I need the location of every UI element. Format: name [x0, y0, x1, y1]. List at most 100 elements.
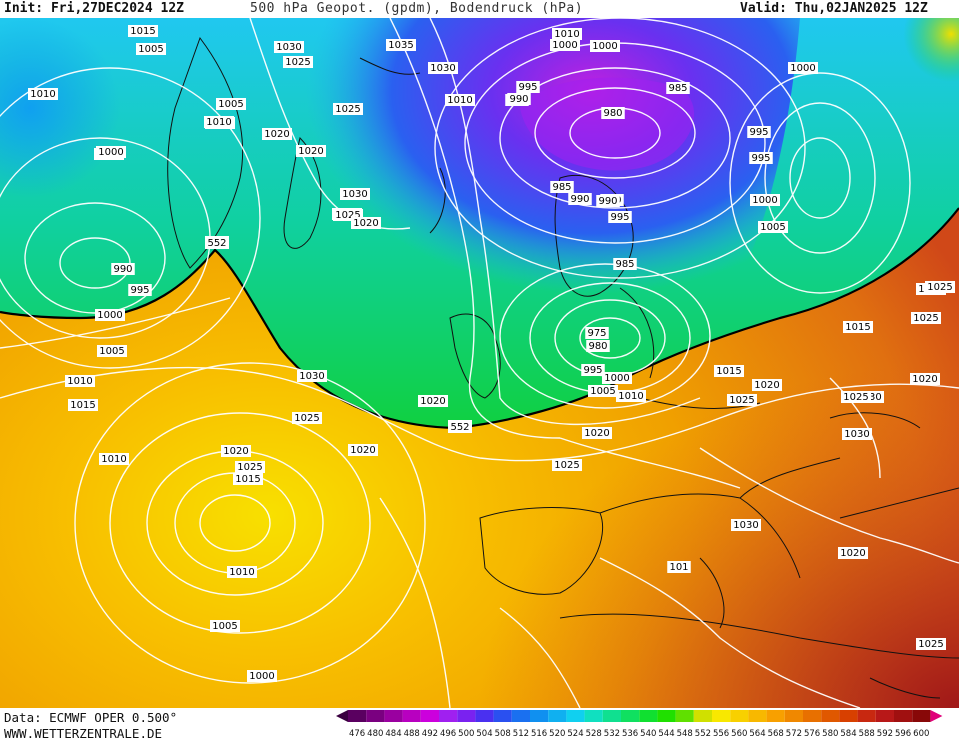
legend-value: 584: [840, 729, 856, 739]
isobar-label-bg: [550, 181, 574, 193]
isobar-label: 1020: [584, 428, 609, 439]
isobar-label: 1035: [388, 40, 413, 51]
isobar-label: 1000: [552, 40, 577, 51]
contour-552-label: 552: [450, 422, 469, 433]
legend-swatch: [366, 710, 385, 722]
legend-swatch: [602, 710, 621, 722]
isobar-label: 1020: [350, 445, 375, 456]
isobar-label-bg: [204, 116, 234, 128]
isobar-label-bg: [95, 309, 125, 321]
legend-arrow-left: [336, 710, 348, 722]
isobar-label-bg: [613, 258, 637, 270]
legend-arrow-right: [930, 710, 943, 722]
legend-swatch: [457, 710, 476, 722]
isobar-label: 1010: [618, 391, 643, 402]
isobar-label-bg: [216, 98, 246, 110]
isobar-label: 1020: [353, 218, 378, 229]
isobar-label-bg: [247, 670, 277, 682]
isobar-label-bg: [568, 193, 592, 205]
legend-swatch: [857, 710, 876, 722]
legend-swatch: [348, 710, 367, 722]
legend-swatch: [439, 710, 458, 722]
legend-value: 564: [749, 729, 765, 739]
isobar-label-bg: [586, 340, 610, 352]
legend-value: 588: [859, 729, 875, 739]
isobar-label: 1030: [276, 42, 301, 53]
isobar-label-bg: [582, 427, 612, 439]
map-title: 500 hPa Geopot. (gpdm), Bodendruck (hPa): [250, 1, 584, 16]
isobar-label-bg: [666, 82, 690, 94]
isobar-label: 1025: [237, 462, 262, 473]
isobar-label-bg: [96, 146, 126, 158]
isobar-label-bg: [136, 43, 166, 55]
isobar-label-bg: [841, 391, 871, 403]
isobar-label: 1030: [299, 371, 324, 382]
isobar-label: 990: [570, 194, 589, 205]
legend-swatch: [784, 710, 803, 722]
isobar-label: 1000: [604, 373, 629, 384]
legend-swatch: [511, 710, 530, 722]
isobar-label-bg: [585, 327, 609, 339]
isobar-label: 1000: [98, 147, 123, 158]
legend-value: 596: [895, 729, 911, 739]
isobar-label: 1005: [218, 99, 243, 110]
isobar-label-bg: [516, 81, 540, 93]
deep-low-core: [520, 77, 695, 171]
isobar-label: 1025: [335, 210, 360, 221]
isobar-label-bg: [297, 370, 327, 382]
isobar-label: 1000: [249, 671, 274, 682]
legend-swatch: [384, 710, 403, 722]
isobar-label-bg: [235, 461, 265, 473]
isobar-label: 1000: [790, 63, 815, 74]
legend-value: 488: [404, 729, 420, 739]
legend-swatch: [566, 710, 585, 722]
isobar-label: 985: [552, 182, 571, 193]
isobar-label-bg: [608, 211, 632, 223]
isobar-label-bg: [262, 128, 292, 140]
isobar-label-bg: [550, 39, 580, 51]
legend-value: 536: [622, 729, 638, 739]
isobar-label-bg: [596, 195, 620, 207]
isobar-label: 1030: [844, 429, 869, 440]
isobar-label: 1005: [99, 346, 124, 357]
isobar-label: 1015: [845, 322, 870, 333]
isobar-label: 990: [509, 94, 528, 105]
isobar-label: 1020: [223, 446, 248, 457]
isobar-label: 1010: [67, 376, 92, 387]
map-header: Init: Fri,27DEC2024 12Z 500 hPa Geopot. …: [0, 0, 959, 18]
isobar-label: 1000: [97, 310, 122, 321]
legend-value: 556: [713, 729, 729, 739]
isobar-label: 1025: [918, 639, 943, 650]
isobar-label: 101: [669, 562, 688, 573]
color-legend: 476 480 484 488 492 496 500 504 508 512 516 520 524 5…: [336, 710, 943, 739]
contour-552-label: 552: [207, 238, 226, 249]
isobar-label: 1000: [592, 41, 617, 52]
isobar-label: 1010: [554, 29, 579, 40]
isobar-label: 1025: [285, 57, 310, 68]
isobar-label-bg: [602, 372, 632, 384]
legend-value: 484: [385, 729, 401, 739]
legend-swatch: [584, 710, 603, 722]
legend-swatch: [493, 710, 512, 722]
legend-value: 480: [367, 729, 383, 739]
legend-swatch: [693, 710, 712, 722]
legend-value: 592: [877, 729, 893, 739]
isobar-label-bg: [842, 428, 872, 440]
legend-swatch: [675, 710, 694, 722]
isobar-label-bg: [601, 107, 625, 119]
isobar-labels: 1015100510101030102510351030100510101005…: [28, 25, 955, 682]
isobar-label: 1010: [30, 89, 55, 100]
valid-time: Valid: Thu,02JAN2025 12Z: [740, 1, 928, 16]
isobar-label-bg: [667, 561, 691, 573]
legend-value: 504: [476, 729, 492, 739]
isobar-label-bg: [227, 566, 257, 578]
isobar-label-bg: [916, 638, 946, 650]
isobar-label-bg: [340, 188, 370, 200]
data-source: Data: ECMWF OPER 0.500°: [4, 710, 178, 725]
legend-value: 496: [440, 729, 456, 739]
legend-value: 476: [349, 729, 365, 739]
isobar-label: 1025: [927, 282, 952, 293]
isobar-label: 1030: [342, 189, 367, 200]
legend-swatch: [548, 710, 567, 722]
isobar-label: 1025: [554, 460, 579, 471]
